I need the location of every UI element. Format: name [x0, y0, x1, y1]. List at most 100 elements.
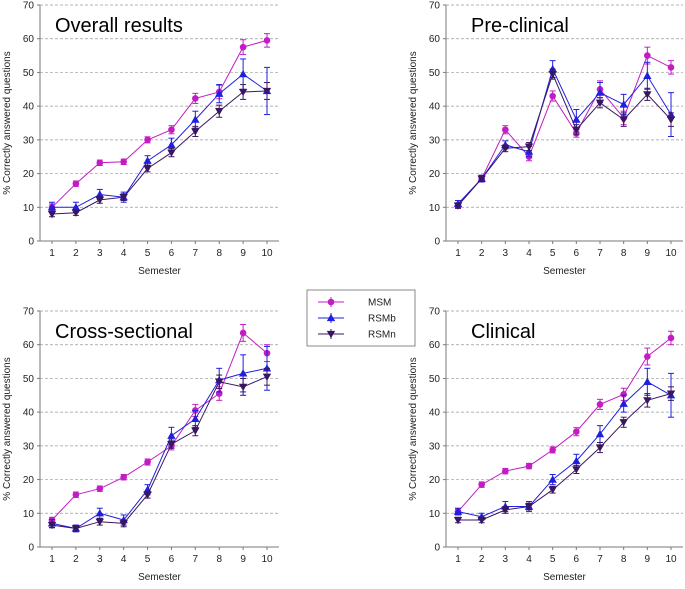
data-point — [239, 329, 247, 337]
x-tick-label: 10 — [665, 248, 677, 259]
x-tick-label: 2 — [73, 554, 79, 565]
data-point — [191, 414, 200, 423]
data-point — [238, 69, 248, 78]
y-tick-label: 20 — [23, 169, 35, 180]
data-point — [619, 116, 628, 124]
series-rsmn — [47, 82, 272, 219]
series-rsmb — [453, 367, 676, 521]
x-tick-label: 3 — [503, 248, 509, 259]
legend-item-rsmn: RSMn — [318, 329, 396, 341]
x-tick-label: 1 — [49, 554, 55, 565]
data-point — [572, 456, 581, 465]
data-point — [143, 491, 152, 499]
x-tick-label: 5 — [145, 248, 151, 259]
x-tick-label: 10 — [261, 554, 273, 565]
data-point — [477, 175, 486, 183]
legend-marker — [326, 330, 336, 339]
data-point — [96, 159, 104, 167]
data-point — [47, 203, 57, 211]
data-point — [595, 99, 605, 107]
data-point — [644, 353, 651, 360]
data-point — [619, 100, 628, 108]
x-tick-label: 3 — [503, 554, 509, 565]
y-tick-label: 70 — [429, 307, 441, 318]
data-point — [548, 64, 557, 73]
y-tick-label: 20 — [429, 475, 441, 486]
data-point — [72, 180, 80, 187]
data-point — [215, 108, 224, 116]
y-axis-label: % Correctly answered questions — [408, 357, 419, 500]
chart-title: Cross-sectional — [55, 321, 193, 343]
data-point — [167, 149, 176, 157]
data-point — [215, 89, 224, 97]
x-tick-label: 10 — [261, 248, 273, 259]
data-point — [595, 444, 605, 452]
y-tick-label: 40 — [429, 102, 441, 113]
x-tick-label: 7 — [597, 248, 603, 259]
data-point — [95, 509, 104, 517]
legend-item-rsmb: RSMb — [318, 313, 396, 325]
y-tick-label: 10 — [23, 509, 35, 520]
data-point — [501, 145, 510, 153]
data-point — [192, 95, 199, 102]
series-msm — [454, 46, 675, 209]
data-point — [144, 136, 151, 144]
chart-panel-2: 0 10 20 30 40 50 60 70 1 2 3 4 5 6 7 8 9 10 Semester % Corr… — [408, 1, 683, 277]
data-point — [262, 364, 272, 372]
data-point — [572, 126, 581, 134]
y-tick-label: 60 — [23, 340, 35, 351]
x-tick-label: 1 — [455, 554, 461, 565]
y-tick-label: 30 — [429, 441, 441, 452]
x-tick-label: 10 — [665, 554, 677, 565]
series-rsmb — [47, 345, 272, 533]
x-axis-label: Semester — [138, 266, 181, 277]
x-tick-label: 9 — [645, 554, 651, 565]
series-line — [457, 381, 672, 518]
data-point — [120, 473, 127, 481]
x-tick-label: 9 — [645, 248, 651, 259]
x-tick-label: 3 — [97, 554, 103, 565]
x-tick-label: 7 — [193, 248, 199, 259]
data-point — [595, 88, 605, 96]
data-point — [619, 399, 628, 407]
data-point — [619, 419, 628, 427]
x-tick-label: 6 — [574, 554, 580, 565]
data-point — [644, 52, 651, 59]
x-tick-label: 4 — [526, 248, 532, 259]
x-tick-label: 8 — [621, 248, 627, 259]
data-point — [238, 88, 248, 97]
data-point — [120, 158, 127, 166]
series-rsmb — [47, 58, 272, 213]
data-point — [643, 397, 652, 405]
data-point — [643, 377, 652, 385]
y-tick-label: 60 — [429, 34, 441, 45]
data-point — [548, 475, 557, 483]
y-tick-label: 70 — [23, 1, 35, 12]
data-point — [524, 143, 534, 151]
data-point — [502, 126, 509, 134]
series-line — [52, 73, 268, 208]
x-tick-label: 8 — [216, 554, 222, 565]
x-tick-label: 7 — [193, 554, 199, 565]
chart-panel-4: 0 10 20 30 40 50 60 70 1 2 3 4 5 6 7 8 9 10 Semester % Corr… — [408, 307, 683, 583]
y-tick-label: 0 — [28, 237, 34, 248]
data-point — [263, 37, 271, 44]
data-point — [71, 525, 81, 533]
series-msm — [454, 330, 675, 515]
y-axis-label: % Correctly answered questions — [408, 51, 419, 194]
data-point — [191, 115, 200, 123]
data-point — [95, 190, 104, 198]
x-tick-label: 5 — [550, 554, 556, 565]
x-axis-label: Semester — [138, 572, 181, 583]
data-point — [47, 210, 57, 219]
y-tick-label: 0 — [434, 543, 440, 554]
legend: MSM RSMb RSMn — [306, 289, 416, 347]
data-point — [549, 92, 556, 100]
data-point — [524, 503, 534, 511]
data-point — [72, 491, 80, 499]
series-line — [51, 90, 268, 215]
y-tick-label: 0 — [28, 543, 34, 554]
chart-title: Overall results — [55, 15, 183, 37]
y-tick-label: 50 — [429, 68, 441, 79]
data-point — [167, 140, 176, 149]
